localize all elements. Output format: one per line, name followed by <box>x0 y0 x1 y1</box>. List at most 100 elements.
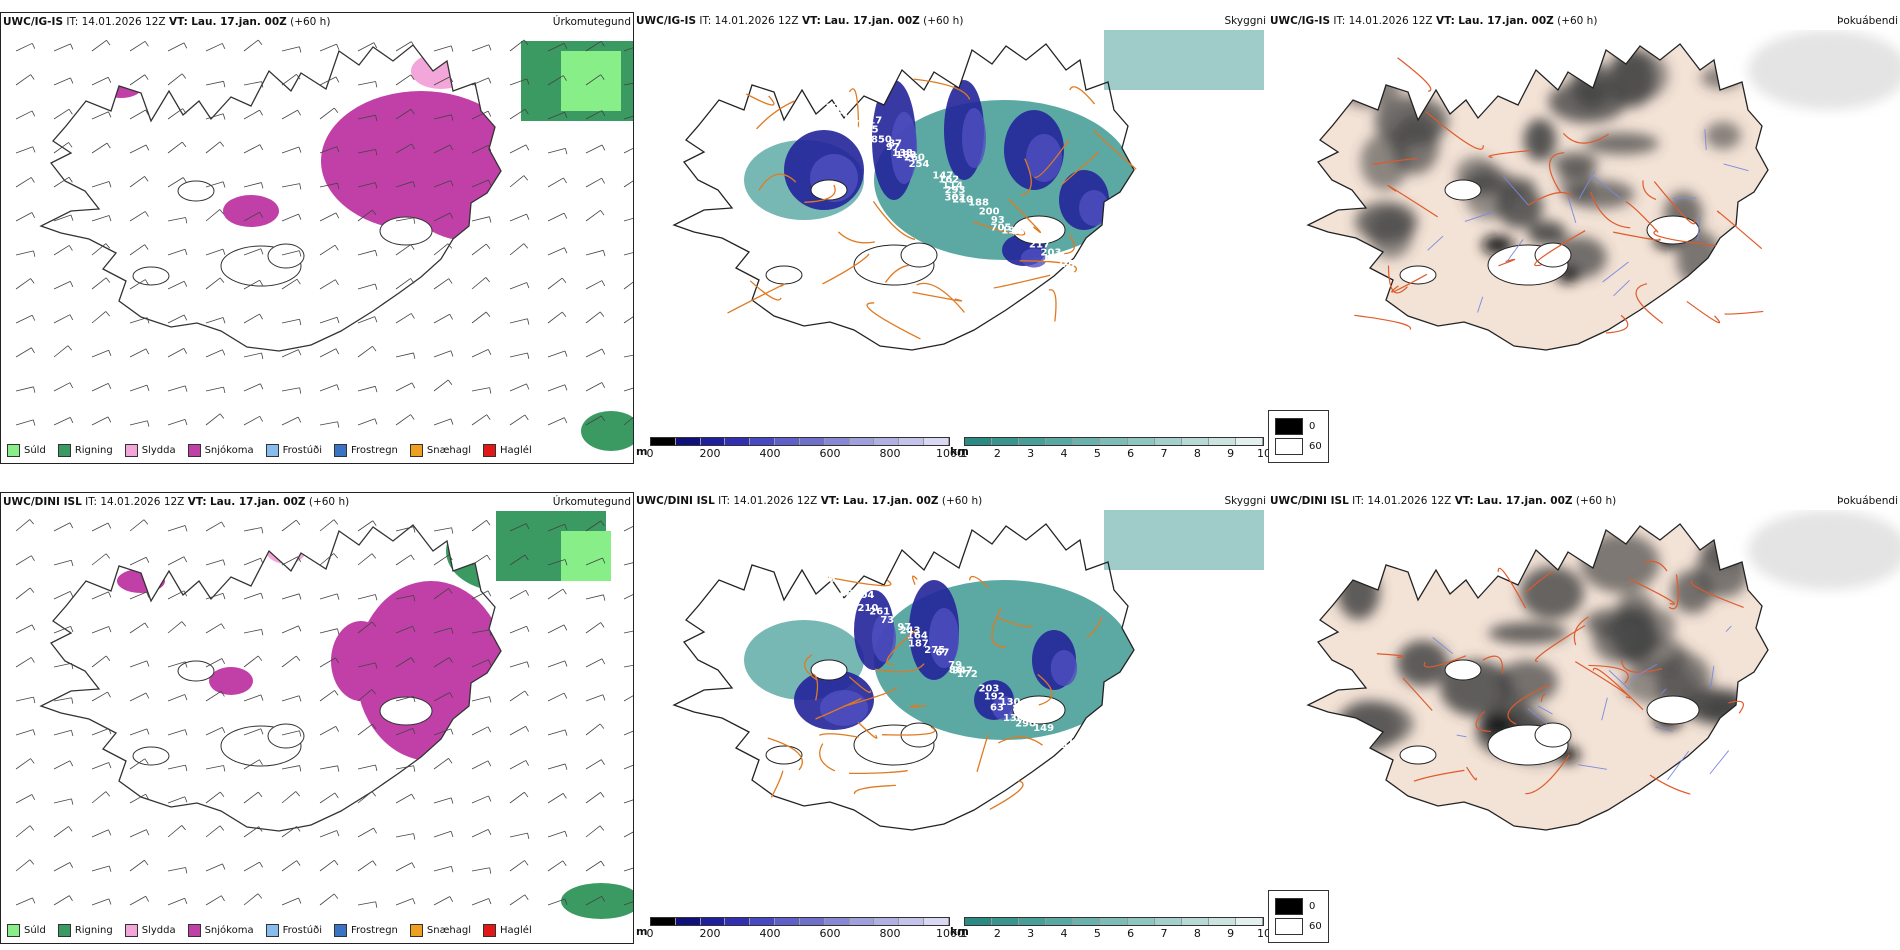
init-time: IT: 14.01.2026 12Z <box>718 495 818 507</box>
lead-time: (+60 h) <box>308 496 350 508</box>
colorbar-tick: 2 <box>993 447 1001 460</box>
colorbar-tick: 200 <box>699 447 721 460</box>
colorbar-segment <box>675 438 701 445</box>
ceiling-label: 218 <box>1084 760 1105 771</box>
panel-header: UWC/IG-IS IT: 14.01.2026 12Z VT: Lau. 17… <box>3 16 631 30</box>
colorbar-segment <box>1235 918 1264 925</box>
legend-label: Frostregn <box>351 445 398 456</box>
legend-label: Rigning <box>74 445 113 456</box>
panel-header: UWC/IG-IS IT: 14.01.2026 12Z VT: Lau. 17… <box>636 15 1266 29</box>
ceiling-map[interactable]: 54 73 108 302 637 75 85 74 87 114 93 142 113 103 850 14… <box>634 30 1268 440</box>
panel-title: Skyggni <box>1224 495 1267 507</box>
colorbar-visibility-km: km 1 2 3 4 5 6 7 8 9 10 <box>950 917 1268 940</box>
legend-item: Snjókoma <box>187 924 254 937</box>
fog-legend: 0 60 <box>1268 410 1329 463</box>
valid-time: Lau. 17.jan. 00Z <box>824 15 920 27</box>
colorbar-tick: 9 <box>1227 927 1235 940</box>
ceiling-label: 217 <box>861 115 882 126</box>
model-name: UWC/IG-IS <box>1270 15 1331 27</box>
ceiling-label: 409 <box>1079 287 1100 298</box>
valid-label: VT: <box>801 15 821 27</box>
ceiling-label: 947 <box>952 666 973 677</box>
fog-panel-row1: UWC/IG-IS IT: 14.01.2026 12Z VT: Lau. 17… <box>1268 12 1900 464</box>
legend-item: Súld <box>7 444 46 457</box>
ceiling-label: 188 <box>968 197 989 208</box>
panel-header: UWC/IG-IS IT: 14.01.2026 12Z VT: Lau. 17… <box>1270 15 1898 29</box>
fog-legend-label: 60 <box>1309 921 1322 932</box>
ceiling-label: 97 <box>897 622 911 633</box>
ceiling-label: 147 <box>932 171 953 182</box>
panel-title: Þokuábendi <box>1837 15 1898 27</box>
snow-area <box>411 161 501 241</box>
iceland-coast <box>672 43 1135 351</box>
precip-map[interactable] <box>1 511 633 931</box>
ceiling-label: 850 <box>871 135 892 146</box>
fog-area <box>1610 606 1658 661</box>
legend-swatch <box>483 924 497 937</box>
legend-item: Frostregn <box>334 924 398 937</box>
ceiling-label: 192 <box>984 692 1005 703</box>
fog-area <box>1584 132 1659 155</box>
model-name: UWC/DINI ISL <box>1270 495 1349 507</box>
init-time: IT: 14.01.2026 12Z <box>1333 15 1433 27</box>
legend-swatch <box>124 444 138 457</box>
precip-map[interactable] <box>1 31 633 451</box>
fog-area <box>1527 220 1567 246</box>
valid-label: VT: <box>187 496 207 508</box>
colorbar-segment <box>750 438 776 445</box>
fog-map[interactable] <box>1268 510 1900 920</box>
legend-swatch <box>7 924 20 937</box>
ceiling-label: 113 <box>1102 286 1123 297</box>
valid-label: VT: <box>820 495 840 507</box>
fog-legend-item: 0 <box>1275 418 1322 435</box>
ceiling-label: 167 <box>814 574 835 585</box>
colorbar-segment <box>1100 918 1128 925</box>
iceland-coast <box>39 44 502 352</box>
colorbar-tick: 7 <box>1160 447 1168 460</box>
fog-legend-label: 60 <box>1309 441 1322 452</box>
ceiling-label: 637 <box>1011 227 1032 238</box>
legend-label: Haglél <box>500 925 532 936</box>
colorbar-unit: m <box>636 445 648 458</box>
ceiling-map[interactable]: 100 104 164 86 88 63 80 129 97 79 130 110 75 50 73 67 19… <box>634 510 1268 920</box>
fog-area <box>1705 121 1742 150</box>
legend-label: Slydda <box>141 925 176 936</box>
legend-item: Snæhagl <box>409 924 471 937</box>
legend-item: Haglél <box>483 444 532 457</box>
ceiling-label: 323 <box>804 564 825 575</box>
colorbar-tick: 1000 <box>936 927 964 940</box>
legend-item: Súld <box>7 924 46 937</box>
colorbar-segment <box>824 438 850 445</box>
colorbar-segment <box>1100 438 1128 445</box>
colorbar-segment <box>799 918 825 925</box>
colorbar-tick: 9 <box>1227 447 1235 460</box>
colorbar-tick: 0 <box>646 927 654 940</box>
lead-time: (+60 h) <box>923 15 964 27</box>
fog-map[interactable] <box>1268 30 1900 440</box>
legend-item: Snæhagl <box>409 444 471 457</box>
colorbar-ticks: 1 2 3 4 5 6 7 8 9 10 <box>961 446 1269 460</box>
legend-item: Frostregn <box>334 444 398 457</box>
ceiling-label: 705 <box>990 222 1011 233</box>
colorbar-tick: 10 <box>1257 927 1268 940</box>
legend-item: Rigning <box>57 924 113 937</box>
legend-label: Súld <box>24 445 46 456</box>
ceiling-label: 195 <box>858 125 879 136</box>
ceiling-label: 75 <box>1061 259 1075 270</box>
fog-legend-item: 60 <box>1275 438 1322 455</box>
ceiling-label: 95 <box>833 106 847 117</box>
colorbar-ticks: 0 200 400 600 800 1000 <box>646 926 965 940</box>
colorbar-unit: km <box>950 445 969 458</box>
ceiling-label: 260 <box>904 153 925 164</box>
legend-swatch <box>409 444 423 457</box>
ceiling-label: 170 <box>1083 757 1104 768</box>
ceiling-label: 85 <box>1105 301 1119 312</box>
colorbar-tick: 3 <box>1027 447 1035 460</box>
road-network <box>767 575 1103 811</box>
legend-item: Slydda <box>124 444 176 457</box>
valid-label: VT: <box>1454 495 1474 507</box>
model-name: UWC/IG-IS <box>3 16 64 28</box>
ceiling-label: 275 <box>924 645 945 656</box>
ceiling-label: 130 <box>1000 697 1021 708</box>
ceiling-label: 161 <box>1064 744 1085 755</box>
